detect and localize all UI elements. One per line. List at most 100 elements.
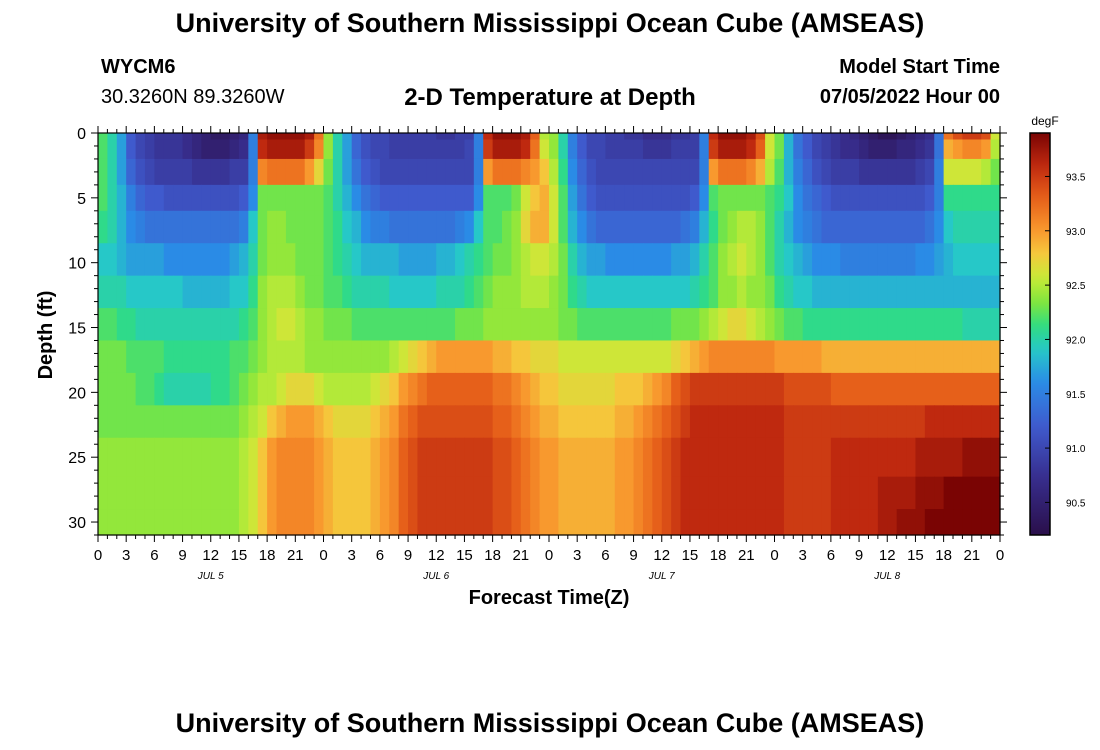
heatmap-cell bbox=[304, 509, 315, 536]
heatmap-cell bbox=[351, 340, 362, 374]
heatmap-cell bbox=[267, 210, 278, 244]
heatmap-cell bbox=[107, 405, 118, 439]
heatmap-cell bbox=[755, 139, 766, 160]
heatmap-cell bbox=[981, 158, 992, 186]
heatmap-cell bbox=[98, 372, 108, 406]
heatmap-cell bbox=[595, 509, 606, 536]
heatmap-cell bbox=[539, 210, 550, 244]
heatmap-cell bbox=[492, 308, 503, 342]
heatmap-cell bbox=[661, 275, 672, 309]
heatmap-cell bbox=[107, 340, 118, 374]
heatmap-cell bbox=[191, 139, 202, 160]
heatmap-cell bbox=[765, 184, 776, 212]
heatmap-cell bbox=[727, 476, 738, 510]
heatmap-cell bbox=[201, 158, 212, 186]
plot-title: 2-D Temperature at Depth bbox=[404, 84, 696, 111]
heatmap-cell bbox=[624, 308, 635, 342]
heatmap-cell bbox=[154, 184, 165, 212]
heatmap-cell bbox=[614, 372, 625, 406]
heatmap-cell bbox=[821, 275, 832, 309]
heatmap-cell bbox=[868, 340, 879, 374]
heatmap-cell bbox=[314, 437, 325, 478]
heatmap-cell bbox=[774, 405, 785, 439]
heatmap-cell bbox=[238, 437, 249, 478]
heatmap-cell bbox=[877, 509, 888, 536]
heatmap-cell bbox=[727, 133, 738, 141]
heatmap-cell bbox=[229, 340, 240, 374]
heatmap-cell bbox=[830, 210, 841, 244]
heatmap-cell bbox=[116, 210, 127, 244]
heatmap-cell bbox=[990, 133, 1001, 141]
heatmap-cell bbox=[389, 133, 400, 141]
heatmap-cell bbox=[953, 243, 964, 277]
heatmap-cell bbox=[586, 243, 597, 277]
heatmap-cell bbox=[98, 210, 108, 244]
heatmap-cell bbox=[859, 243, 870, 277]
heatmap-cell bbox=[398, 243, 409, 277]
heatmap-cell bbox=[915, 509, 926, 536]
station-coordinates: 30.3260N 89.3260W bbox=[101, 86, 285, 108]
heatmap-cell bbox=[990, 210, 1001, 244]
heatmap-cell bbox=[229, 133, 240, 141]
station-id: WYCM6 bbox=[101, 56, 176, 78]
heatmap-cell bbox=[182, 405, 193, 439]
heatmap-cell bbox=[473, 405, 484, 439]
heatmap-cell bbox=[971, 139, 982, 160]
heatmap-cell bbox=[830, 509, 841, 536]
heatmap-cell bbox=[943, 210, 954, 244]
heatmap-cell bbox=[436, 437, 447, 478]
heatmap-cell bbox=[332, 184, 343, 212]
day-label: JUL 6 bbox=[422, 571, 449, 582]
heatmap-cell bbox=[549, 308, 559, 342]
heatmap-cell bbox=[163, 133, 174, 141]
heatmap-cell bbox=[586, 372, 597, 406]
heatmap-cell bbox=[868, 158, 879, 186]
colorbar-unit: degF bbox=[1031, 114, 1058, 128]
heatmap-cell bbox=[398, 372, 409, 406]
heatmap-cell bbox=[210, 340, 221, 374]
heatmap-cell bbox=[107, 158, 118, 186]
heatmap-cell bbox=[267, 437, 278, 478]
heatmap-cell bbox=[736, 158, 747, 186]
heatmap-cell bbox=[191, 509, 202, 536]
heatmap-cell bbox=[530, 243, 541, 277]
heatmap-cell bbox=[276, 139, 287, 160]
heatmap-cell bbox=[868, 405, 879, 439]
heatmap-cell bbox=[295, 243, 306, 277]
heatmap-cell bbox=[567, 340, 578, 374]
heatmap-cell bbox=[558, 476, 569, 510]
heatmap-cell bbox=[943, 275, 954, 309]
heatmap-cell bbox=[680, 210, 691, 244]
heatmap-cell bbox=[201, 476, 212, 510]
heatmap-cell bbox=[370, 243, 381, 277]
heatmap-cell bbox=[849, 437, 860, 478]
heatmap-cell bbox=[765, 476, 776, 510]
heatmap-cell bbox=[689, 275, 700, 309]
heatmap-cell bbox=[661, 476, 672, 510]
heatmap-cell bbox=[173, 275, 184, 309]
heatmap-cell bbox=[689, 405, 700, 439]
page-title: University of Southern Mississippi Ocean… bbox=[175, 8, 925, 38]
x-tick-label: 3 bbox=[122, 547, 130, 564]
heatmap-cell bbox=[417, 437, 428, 478]
heatmap-cell bbox=[680, 340, 691, 374]
heatmap-cell bbox=[953, 139, 964, 160]
heatmap-cell bbox=[182, 437, 193, 478]
heatmap-cell bbox=[436, 184, 447, 212]
heatmap-cell bbox=[924, 158, 935, 186]
heatmap-cell bbox=[962, 372, 973, 406]
heatmap-cell bbox=[173, 340, 184, 374]
heatmap-cell bbox=[163, 210, 174, 244]
heatmap-cell bbox=[802, 158, 813, 186]
heatmap-cell bbox=[323, 372, 334, 406]
heatmap-cell bbox=[896, 184, 907, 212]
heatmap-cell bbox=[135, 372, 146, 406]
heatmap-cell bbox=[671, 308, 682, 342]
heatmap-cell bbox=[107, 372, 118, 406]
heatmap-cell bbox=[455, 437, 466, 478]
heatmap-cell bbox=[680, 158, 691, 186]
heatmap-cell bbox=[727, 158, 738, 186]
heatmap-cell bbox=[812, 308, 823, 342]
heatmap-cell bbox=[539, 509, 550, 536]
heatmap-cell bbox=[915, 437, 926, 478]
